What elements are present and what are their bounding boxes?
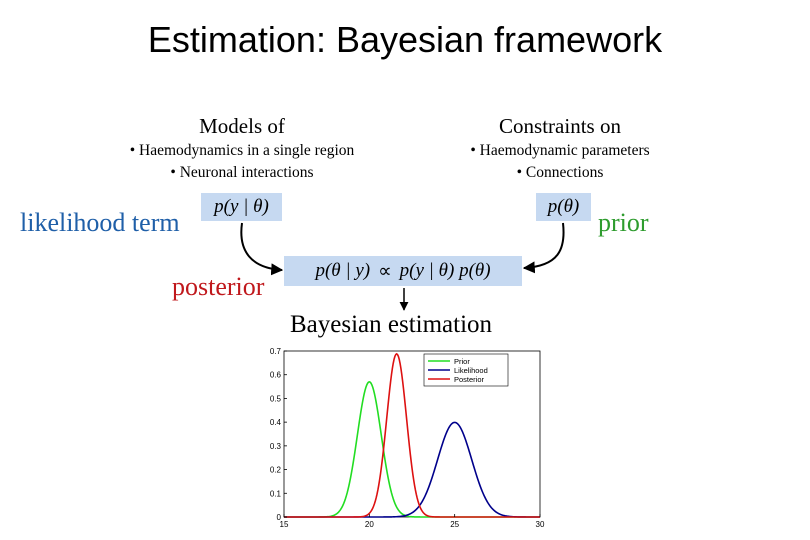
x-tick-label: 25 <box>450 520 459 529</box>
prior-formula-text: p(θ) <box>547 196 580 217</box>
constraints-item-parameters: • Haemodynamic parameters <box>470 142 650 159</box>
posterior-formula-rhs: p(y | θ) p(θ) <box>399 260 491 281</box>
x-tick-label: 20 <box>365 520 374 529</box>
likelihood-to-posterior-arrow <box>240 222 284 276</box>
prior-to-posterior-arrow <box>522 222 565 274</box>
proportional-symbol: ∝ <box>378 260 392 282</box>
y-tick-label: 0.4 <box>270 418 282 427</box>
likelihood-term-label: likelihood term <box>20 208 180 237</box>
distribution-plot: 0 0.1 0.2 0.3 0.4 0.5 0.6 0.7 15 20 25 30 PriorLike… <box>270 347 545 529</box>
likelihood-formula-text: p(y | θ) <box>214 196 269 217</box>
y-tick-label: 0.7 <box>270 347 282 356</box>
models-heading: Models of <box>199 114 285 138</box>
x-tick-label: 15 <box>280 520 289 529</box>
y-tick-label: 0.2 <box>270 466 282 475</box>
y-tick-label: 0.5 <box>270 394 282 403</box>
posterior-label: posterior <box>172 272 265 301</box>
x-tick-label: 30 <box>536 520 545 529</box>
bayesian-estimation-label: Bayesian estimation <box>290 311 493 338</box>
models-item-neuronal: • Neuronal interactions <box>170 164 314 181</box>
legend-entry-prior: Prior <box>454 357 470 366</box>
series-line-posterior <box>284 352 540 518</box>
prior-formula: p(θ) <box>536 193 591 221</box>
models-item-haemodynamics: • Haemodynamics in a single region <box>129 142 355 159</box>
y-tick-label: 0.1 <box>270 489 282 498</box>
legend-entry-likelihood: Likelihood <box>454 366 488 375</box>
y-tick-label: 0.6 <box>270 371 282 380</box>
posterior-formula: p(θ | y) ∝ p(y | θ) p(θ) <box>284 256 522 286</box>
constraints-heading: Constraints on <box>499 114 621 138</box>
likelihood-formula: p(y | θ) <box>201 193 282 221</box>
posterior-formula-lhs: p(θ | y) <box>315 260 371 281</box>
y-tick-label: 0.3 <box>270 442 282 451</box>
y-tick-label: 0 <box>277 513 282 522</box>
constraints-item-connections: • Connections <box>516 164 604 181</box>
legend-entry-posterior: Posterior <box>454 375 485 384</box>
prior-label: prior <box>598 208 649 237</box>
page-title: Estimation: Bayesian framework <box>147 19 663 60</box>
